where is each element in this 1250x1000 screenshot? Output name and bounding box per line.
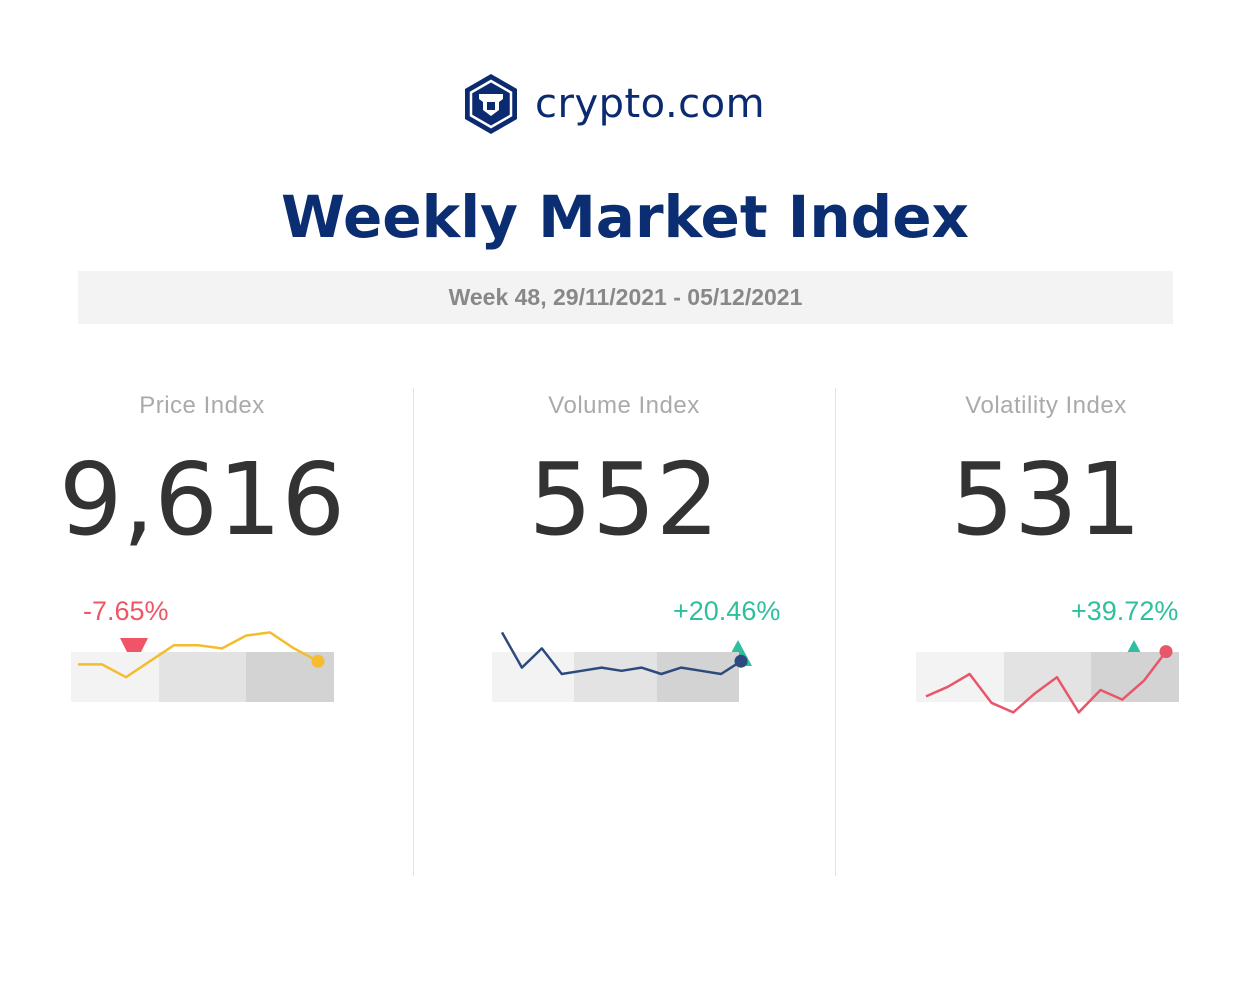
sparkline-end-point [311, 654, 325, 668]
gauge-segment-high [657, 652, 739, 702]
index-value: 552 [528, 441, 720, 558]
price-index-panel: Price Index 9,616 -7.65% [0, 380, 412, 900]
sparkline-line [500, 631, 742, 676]
gauge-segment-low [71, 652, 159, 702]
gauge-segment-mid [1004, 652, 1091, 702]
change-percent: +39.72% [1071, 596, 1179, 626]
brand-name: crypto.com [535, 81, 766, 127]
change-percent: +20.46% [673, 596, 781, 626]
crypto-lion-icon [465, 74, 517, 134]
volume-sparkline [500, 631, 748, 676]
index-value: 531 [950, 441, 1142, 558]
index-label: Volume Index [548, 392, 700, 419]
column-divider [835, 388, 836, 876]
page-title: Weekly Market Index [281, 183, 969, 251]
index-gauge [916, 652, 1179, 702]
gauge-segment-mid [574, 652, 657, 702]
week-range-bar: Week 48, 29/11/2021 - 05/12/2021 [78, 271, 1173, 324]
index-value: 9,616 [58, 441, 346, 558]
change-percent: -7.65% [83, 596, 169, 626]
gauge-segment-mid [159, 652, 246, 702]
week-range-text: Week 48, 29/11/2021 - 05/12/2021 [448, 284, 803, 310]
index-label: Volatility Index [965, 392, 1127, 419]
volatility-sparkline [925, 645, 1173, 714]
sparkline-end-point [1159, 645, 1173, 659]
index-label: Price Index [139, 392, 265, 419]
sparkline-line [925, 650, 1167, 714]
gauge-segment-high [1091, 652, 1179, 702]
index-gauge [492, 652, 739, 702]
volatility-index-panel: Volatility Index 531 +39.72% [836, 380, 1250, 900]
gauge-segment-low [492, 652, 574, 702]
price-sparkline [78, 631, 325, 679]
brand-logo: crypto.com [463, 72, 765, 136]
sparkline-end-point [734, 654, 748, 668]
column-divider [413, 388, 414, 876]
index-gauge [71, 652, 334, 702]
sparkline-line [78, 631, 319, 679]
volume-index-panel: Volume Index 552 +20.46% [414, 380, 834, 900]
